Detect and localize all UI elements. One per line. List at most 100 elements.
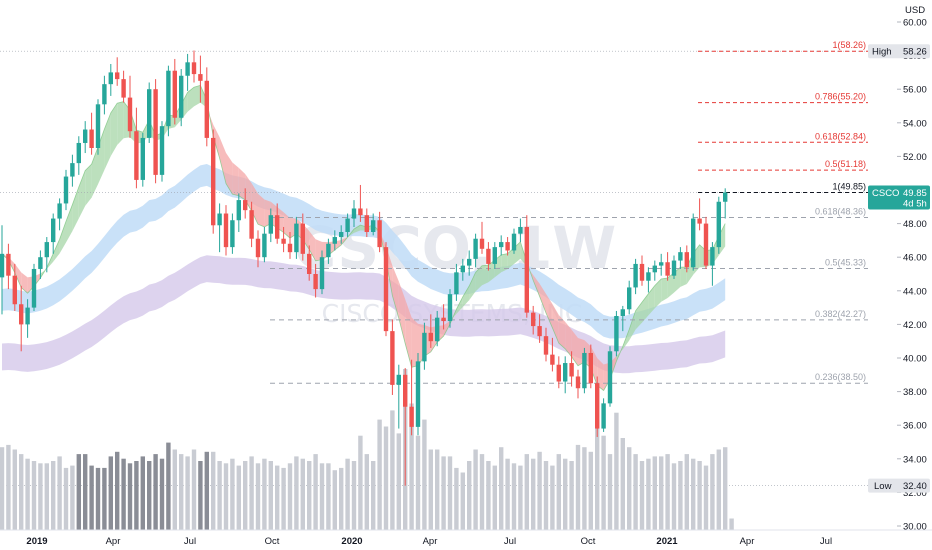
- candle-body[interactable]: [25, 307, 30, 325]
- candle-body[interactable]: [255, 238, 261, 258]
- candle-body[interactable]: [121, 79, 126, 98]
- candle-body[interactable]: [147, 89, 152, 138]
- candle-body[interactable]: [659, 262, 664, 266]
- candle-body[interactable]: [108, 72, 113, 85]
- candle-body[interactable]: [166, 70, 171, 127]
- candle-body[interactable]: [684, 252, 689, 268]
- candle-body[interactable]: [511, 233, 517, 251]
- candle-body[interactable]: [281, 238, 286, 244]
- candle-body[interactable]: [422, 332, 427, 362]
- candle-body[interactable]: [723, 192, 728, 202]
- candle-body[interactable]: [447, 294, 453, 322]
- candle-body[interactable]: [454, 272, 459, 295]
- candle-body[interactable]: [633, 263, 638, 288]
- price-axis[interactable]: USD 30.00 32.00 34.00 36.00 38.00 40.00 42.00 4…: [897, 5, 927, 533]
- candle-body[interactable]: [505, 242, 510, 251]
- candle-body[interactable]: [38, 257, 43, 269]
- candle-body[interactable]: [607, 351, 613, 404]
- candle-body[interactable]: [249, 210, 254, 239]
- fibonacci-retracement[interactable]: 1(58.26) 0.786(55.20) 0.618(52.84) 0.5(51.1…: [0, 40, 870, 486]
- candle-body[interactable]: [275, 215, 280, 239]
- candle-body[interactable]: [89, 129, 94, 148]
- candle-body[interactable]: [294, 223, 299, 253]
- candle-body[interactable]: [172, 70, 177, 118]
- candle-body[interactable]: [319, 257, 325, 290]
- candle-body[interactable]: [531, 312, 536, 327]
- candle-body[interactable]: [499, 242, 504, 248]
- candle-body[interactable]: [44, 242, 49, 258]
- candle-body[interactable]: [332, 237, 337, 244]
- candle-body[interactable]: [479, 238, 485, 249]
- candle-body[interactable]: [537, 326, 542, 337]
- candle-body[interactable]: [313, 274, 318, 290]
- candle-body[interactable]: [198, 74, 203, 81]
- candle-body[interactable]: [70, 163, 75, 177]
- candle-body[interactable]: [307, 253, 312, 274]
- candle-body[interactable]: [697, 218, 702, 224]
- candle-body[interactable]: [51, 218, 56, 243]
- candle-body[interactable]: [287, 243, 293, 253]
- candle-body[interactable]: [115, 72, 120, 80]
- candle-body[interactable]: [390, 331, 395, 385]
- candle-body[interactable]: [19, 304, 24, 325]
- candle-body[interactable]: [620, 309, 625, 316]
- candle-body[interactable]: [428, 332, 433, 342]
- candle-body[interactable]: [691, 218, 696, 268]
- candle-body[interactable]: [63, 176, 69, 204]
- candle-body[interactable]: [153, 89, 158, 175]
- candles[interactable]: [0, 50, 728, 486]
- candle-body[interactable]: [627, 287, 632, 310]
- candle-body[interactable]: [473, 238, 478, 259]
- candle-body[interactable]: [383, 247, 389, 332]
- candle-body[interactable]: [396, 374, 401, 385]
- candle-body[interactable]: [236, 200, 241, 221]
- candle-body[interactable]: [6, 253, 11, 276]
- candle-body[interactable]: [95, 104, 101, 148]
- candle-body[interactable]: [435, 317, 440, 342]
- candle-body[interactable]: [223, 213, 229, 248]
- candle-body[interactable]: [377, 220, 382, 248]
- candle-body[interactable]: [441, 317, 446, 322]
- candle-body[interactable]: [601, 403, 606, 429]
- candle-body[interactable]: [710, 247, 715, 266]
- candle-body[interactable]: [358, 208, 363, 216]
- candle-body[interactable]: [102, 84, 107, 105]
- candle-body[interactable]: [268, 215, 273, 234]
- candle-body[interactable]: [134, 131, 139, 180]
- candle-body[interactable]: [326, 243, 331, 258]
- candle-body[interactable]: [371, 220, 376, 232]
- candle-body[interactable]: [665, 262, 670, 276]
- candle-body[interactable]: [518, 226, 523, 234]
- candle-body[interactable]: [671, 260, 677, 276]
- candle-body[interactable]: [230, 220, 235, 248]
- candle-body[interactable]: [364, 215, 369, 232]
- candle-body[interactable]: [678, 252, 683, 261]
- candle-body[interactable]: [467, 258, 472, 266]
- candle-body[interactable]: [614, 316, 619, 352]
- candle-body[interactable]: [76, 142, 81, 164]
- candle-body[interactable]: [339, 232, 344, 238]
- candle-body[interactable]: [243, 200, 248, 211]
- candle-body[interactable]: [300, 223, 305, 254]
- candle-body[interactable]: [460, 265, 465, 273]
- candle-body[interactable]: [57, 203, 62, 219]
- candle-body[interactable]: [191, 62, 197, 75]
- candle-body[interactable]: [31, 268, 37, 308]
- candle-body[interactable]: [703, 223, 709, 266]
- candle-body[interactable]: [211, 137, 216, 226]
- candle-body[interactable]: [486, 248, 491, 264]
- candle-body[interactable]: [646, 272, 651, 281]
- candle-body[interactable]: [403, 374, 408, 407]
- candle-body[interactable]: [0, 253, 5, 278]
- candle-body[interactable]: [550, 354, 555, 365]
- candle-body[interactable]: [595, 383, 600, 429]
- candle-body[interactable]: [569, 363, 574, 377]
- candle-body[interactable]: [639, 263, 645, 281]
- candle-body[interactable]: [652, 265, 657, 273]
- candle-body[interactable]: [179, 75, 184, 118]
- candle-body[interactable]: [543, 336, 549, 355]
- candle-body[interactable]: [345, 218, 350, 232]
- candle-body[interactable]: [204, 80, 209, 138]
- candle-body[interactable]: [524, 226, 529, 313]
